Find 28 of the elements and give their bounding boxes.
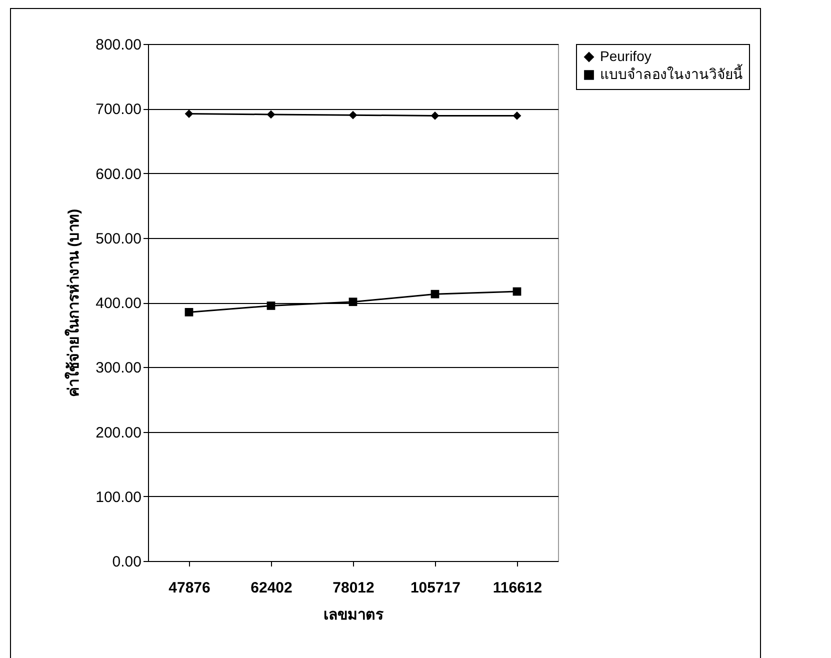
x-tick-label: 78012 bbox=[332, 580, 374, 596]
y-tick-label: 100.00 bbox=[96, 488, 142, 506]
y-tick-label: 800.00 bbox=[96, 36, 142, 54]
point bbox=[348, 110, 358, 120]
y-tick-label: 200.00 bbox=[96, 424, 142, 442]
point bbox=[430, 290, 440, 298]
y-tick-label: 600.00 bbox=[96, 166, 142, 183]
y-tick-label: 0.00 bbox=[112, 554, 142, 570]
y-tick-label: 300.00 bbox=[96, 360, 142, 377]
point bbox=[184, 110, 194, 118]
y-tick-label: 700.00 bbox=[96, 101, 142, 118]
point bbox=[512, 287, 522, 296]
point bbox=[266, 302, 276, 310]
legend-label: แบบจำลองในงานวิจัยนี้ bbox=[600, 64, 743, 82]
point bbox=[348, 298, 358, 306]
y-tick-label: 400.00 bbox=[96, 295, 142, 312]
y-axis-title: ค่าใช้จ่ายในการห่างาน (บาท) bbox=[64, 208, 83, 398]
x-tick-label: 116612 bbox=[492, 580, 542, 596]
point bbox=[430, 112, 440, 120]
point bbox=[184, 308, 194, 316]
x-axis-title: เลขมาตร bbox=[324, 606, 384, 624]
x-tick-label: 62402 bbox=[250, 580, 292, 596]
legend-label: Peurifoy bbox=[600, 48, 652, 64]
y-tick-label: 500.00 bbox=[96, 230, 142, 248]
point bbox=[512, 112, 522, 120]
x-tick-label: 105717 bbox=[410, 580, 461, 596]
x-tick-label: 47876 bbox=[168, 580, 210, 596]
point bbox=[266, 110, 276, 119]
